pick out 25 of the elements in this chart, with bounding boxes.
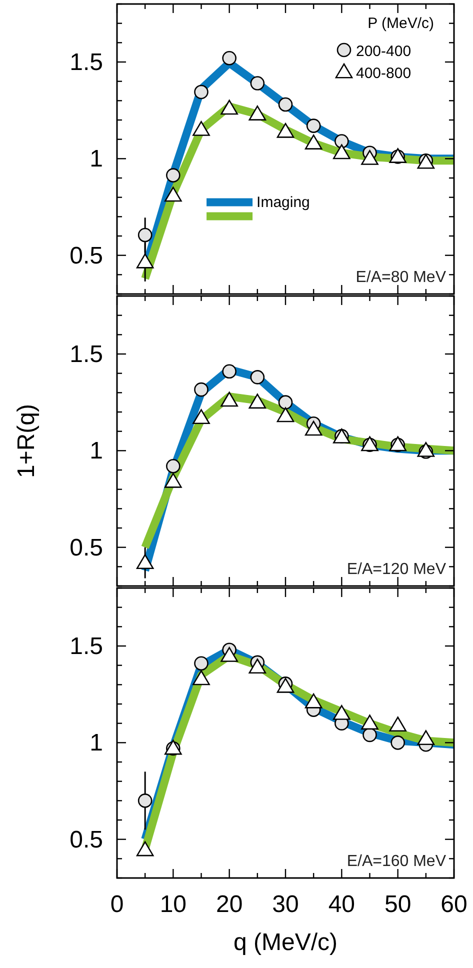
y-tick-label: 0.5 bbox=[70, 826, 103, 854]
legend-label: 200-400 bbox=[356, 43, 412, 60]
y-tick-label: 1 bbox=[90, 438, 103, 465]
x-tick-label: 0 bbox=[110, 891, 124, 918]
y-tick-label: 1.5 bbox=[70, 341, 103, 368]
y-tick-label: 1 bbox=[90, 146, 103, 173]
x-tick-label: 60 bbox=[440, 891, 468, 918]
x-axis-title: q (MeV/c) bbox=[233, 929, 338, 956]
y-tick-label: 1 bbox=[90, 730, 103, 757]
y-tick-label: 0.5 bbox=[70, 534, 103, 562]
legend-label: Imaging bbox=[256, 194, 310, 212]
y-tick-label: 1.5 bbox=[70, 633, 103, 660]
y-tick-label: 0.5 bbox=[70, 242, 103, 270]
y-tick-label: 1.5 bbox=[70, 49, 103, 76]
x-tick-label: 20 bbox=[216, 891, 243, 918]
legend-title: P (MeV/c) bbox=[368, 15, 434, 32]
annotation: E/A=160 MeV bbox=[346, 853, 446, 870]
legend-label: 400-800 bbox=[356, 65, 412, 82]
x-tick-label: 30 bbox=[272, 891, 299, 918]
annotation: E/A=80 MeV bbox=[356, 269, 446, 286]
x-tick-label: 50 bbox=[384, 891, 412, 918]
x-tick-label: 40 bbox=[328, 891, 356, 918]
annotation: E/A=120 MeV bbox=[346, 561, 446, 578]
y-axis-title: 1+R(q) bbox=[13, 404, 40, 478]
x-tick-label: 10 bbox=[160, 891, 187, 918]
